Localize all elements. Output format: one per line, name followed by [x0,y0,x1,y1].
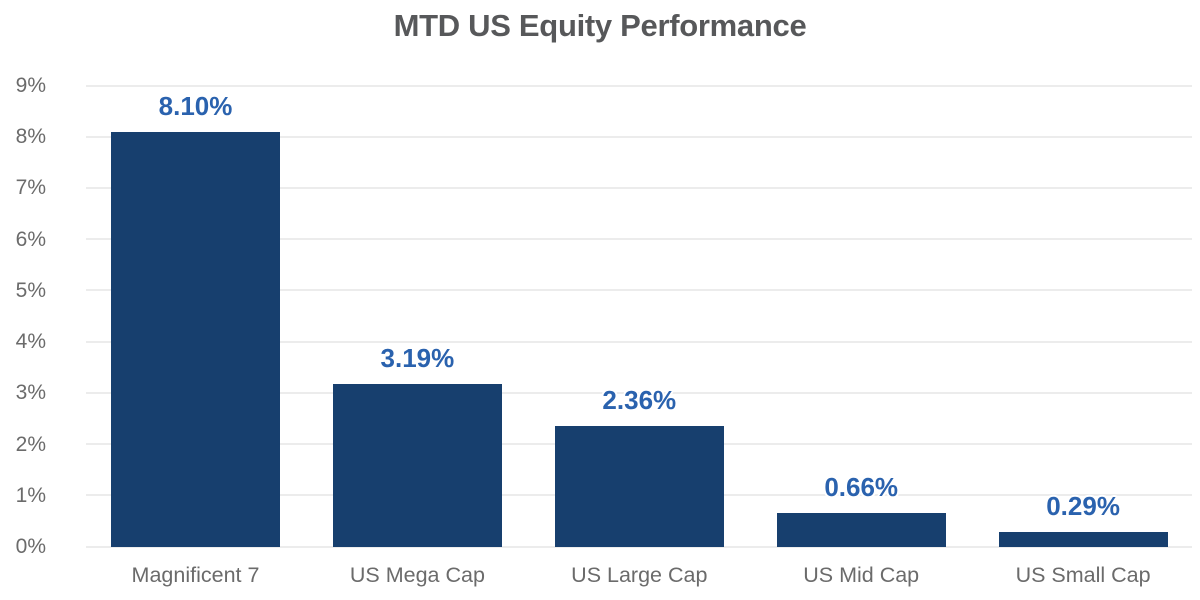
y-tick-label-8pct: 8% [15,125,46,149]
y-tick-label-9pct: 9% [15,74,46,97]
gridline-7pct [86,186,1192,189]
gridline-6pct [86,238,1192,241]
y-tick-label-5pct: 5% [15,278,46,302]
data-label-us-mega-cap: 3.19% [380,342,455,373]
gridline-9pct [86,84,1192,87]
gridline-4pct [86,340,1192,343]
x-axis-label-us-mid-cap: US Mid Cap [803,563,920,587]
data-label-us-large-cap: 2.36% [602,385,677,416]
y-tick-label-6pct: 6% [15,227,46,251]
data-label-magnificent-7: 8.10% [158,91,233,122]
y-tick-label-0pct: 0% [15,535,46,558]
y-tick-label-1pct: 1% [15,483,46,507]
gridline-8pct [86,135,1192,138]
data-label-us-small-cap: 0.29% [1046,491,1120,522]
data-label-us-mid-cap: 0.66% [824,472,899,503]
y-tick-label-7pct: 7% [15,176,46,200]
x-axis-label-us-mega-cap: US Mega Cap [349,563,485,587]
bar-us-mega-cap [332,383,502,547]
chart-title: MTD US Equity Performance [393,8,807,43]
bar-us-small-cap [998,532,1168,547]
y-tick-label-3pct: 3% [15,381,46,405]
bar-us-mid-cap [776,513,946,547]
bar-us-large-cap [554,426,724,547]
y-tick-label-4pct: 4% [15,330,46,354]
gridline-5pct [86,289,1192,292]
bar-magnificent-7 [111,132,280,547]
gridline-3pct [86,391,1192,394]
y-tick-label-2pct: 2% [15,432,46,456]
x-axis-label-us-large-cap: US Large Cap [571,563,708,587]
x-axis-label-us-small-cap: US Small Cap [1015,563,1151,587]
plot-area: 8.10% 3.19% 2.36% 0.66% 0.29% [86,84,1192,548]
x-axis-label-magnificent-7: Magnificent 7 [131,563,260,587]
